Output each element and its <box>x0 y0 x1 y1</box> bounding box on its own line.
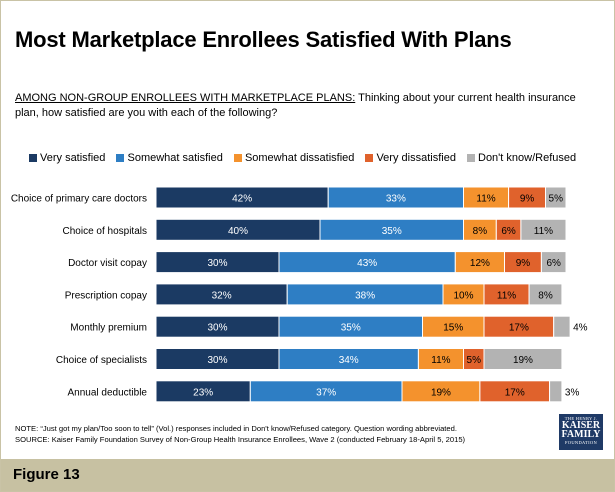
chart-title: Most Marketplace Enrollees Satisfied Wit… <box>15 27 512 52</box>
data-label: 5% <box>467 355 482 366</box>
bar-segment <box>549 380 563 403</box>
data-label: 3% <box>565 387 580 398</box>
legend-somewhat-satisfied: Somewhat satisfied <box>116 152 223 164</box>
data-label: 11% <box>497 290 516 301</box>
legend-label: Somewhat dissatisfied <box>244 152 355 164</box>
legend-somewhat-dissatisfied: Somewhat dissatisfied <box>233 152 355 164</box>
data-label: 15% <box>443 323 463 334</box>
category-label: Monthly premium <box>70 323 147 334</box>
data-label: 19% <box>513 355 533 366</box>
data-label: 35% <box>341 323 361 334</box>
data-label: 17% <box>509 323 529 334</box>
data-label: 35% <box>382 226 402 237</box>
figure-footer: Figure 13 <box>1 459 614 491</box>
legend-very-satisfied: Very satisfied <box>29 152 105 164</box>
category-label: Doctor visit copay <box>68 258 147 269</box>
data-label: 11% <box>534 226 553 237</box>
data-label: 8% <box>473 226 488 237</box>
data-label: 17% <box>505 387 525 398</box>
bar-segment <box>483 348 563 370</box>
legend-swatch <box>29 154 37 162</box>
legend-swatch <box>116 154 125 162</box>
data-label: 30% <box>207 323 227 334</box>
logo-line-2a: KAISER <box>561 420 601 431</box>
category-label: Choice of specialists <box>56 355 147 366</box>
legend-swatch <box>233 154 242 162</box>
logo-line-3: FOUNDATION <box>565 440 597 445</box>
legend-label: Somewhat satisfied <box>127 152 223 164</box>
data-label: 5% <box>549 194 564 205</box>
bar-segment <box>540 251 567 274</box>
data-label: 43% <box>357 258 377 269</box>
legend-label: Don't know/Refused <box>478 152 577 164</box>
data-label: 9% <box>516 258 531 269</box>
legend-very-dissatisfied: Very dissatisfied <box>365 152 456 164</box>
stacked-bar-chart: Choice of primary care doctors 42% 33% 11% 9… <box>11 186 588 403</box>
chart-legend: Very satisfied Somewhat satisfied Somewh… <box>29 152 584 165</box>
data-label: 42% <box>232 194 252 205</box>
data-label: 4% <box>573 323 588 334</box>
data-label: 30% <box>207 355 227 366</box>
legend-label: Very satisfied <box>40 152 106 164</box>
data-label: 6% <box>546 258 561 269</box>
bar-segment <box>528 283 563 306</box>
logo-line-2b: FAMILY <box>561 429 601 440</box>
data-label: 37% <box>316 387 336 398</box>
data-label: 23% <box>193 387 213 398</box>
data-label: 11% <box>476 194 495 205</box>
data-label: 10% <box>453 290 473 301</box>
data-label: 40% <box>228 226 248 237</box>
category-label: Choice of hospitals <box>63 226 148 237</box>
survey-question: AMONG NON-GROUP ENROLLEES WITH MARKETPLA… <box>15 91 600 121</box>
data-label: 32% <box>212 290 232 301</box>
data-label: 19% <box>431 387 451 398</box>
chart-notes: NOTE: “Just got my plan/Too soon to tell… <box>15 424 545 445</box>
bar-segment <box>545 186 567 209</box>
category-label: Annual deductible <box>67 387 147 398</box>
bar-segment <box>553 315 571 338</box>
data-label: 30% <box>207 258 227 269</box>
logo-line-1: THE HENRY J. <box>564 416 598 421</box>
category-label: Prescription copay <box>65 290 147 301</box>
question-text: Thinking about your current health insur… <box>15 92 576 119</box>
data-label: 38% <box>355 290 375 301</box>
data-label: 34% <box>339 355 359 366</box>
note-text: NOTE: “Just got my plan/Too soon to tell… <box>15 424 457 433</box>
legend-label: Very dissatisfied <box>376 152 456 164</box>
legend-swatch <box>365 154 374 162</box>
data-label: 12% <box>470 258 490 269</box>
data-label: 33% <box>386 194 406 205</box>
data-label: 6% <box>501 226 516 237</box>
legend-dont-know: Don't know/Refused <box>467 152 576 164</box>
bar-segment <box>520 218 567 241</box>
source-text: SOURCE: Kaiser Family Foundation Survey … <box>15 434 466 444</box>
data-label: 11% <box>431 355 450 366</box>
data-label: 9% <box>520 194 535 205</box>
figure-label: Figure 13 <box>13 466 80 483</box>
legend-swatch <box>467 154 475 162</box>
data-label: 8% <box>538 290 553 301</box>
question-lead: AMONG NON-GROUP ENROLLEES WITH MARKETPLA… <box>15 92 356 104</box>
kff-logo: THE HENRY J. KAISER FAMILY FOUNDATION <box>559 414 603 450</box>
category-label: Choice of primary care doctors <box>11 194 147 205</box>
